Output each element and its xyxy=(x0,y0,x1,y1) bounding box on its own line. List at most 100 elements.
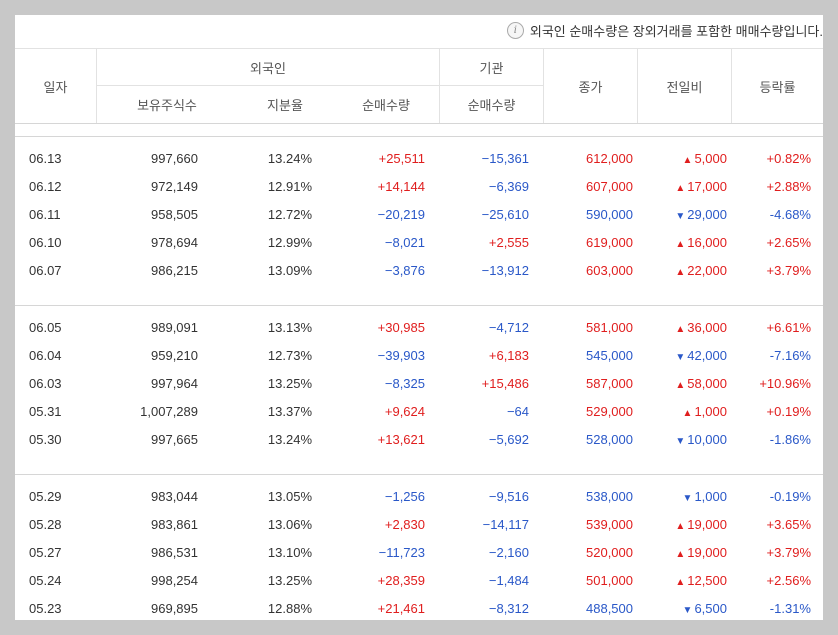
cell-foreign-net: +2,830 xyxy=(384,517,425,532)
cell-change: ▼ 1,000 xyxy=(645,483,727,511)
header-inst-net: 순매수량 xyxy=(467,98,516,113)
cell-close: 581,000 xyxy=(586,320,633,335)
cell-inst-net: −4,712 xyxy=(488,320,529,335)
cell-close: 520,000 xyxy=(586,545,633,560)
cell-foreign-net: −8,021 xyxy=(384,235,425,250)
cell-inst-net: −2,160 xyxy=(488,545,529,560)
cell-date: 05.31 xyxy=(29,404,62,419)
cell-ratio: 13.09% xyxy=(267,263,312,278)
header-rate: 등락률 xyxy=(759,79,796,95)
cell-change: ▲ 19,000 xyxy=(645,511,727,539)
cell-close: 590,000 xyxy=(586,207,633,222)
cell-inst-net: −14,117 xyxy=(482,517,529,532)
arrow-up-icon: ▲ xyxy=(675,549,686,560)
cell-holdings: 958,505 xyxy=(151,207,198,222)
cell-change: ▲ 19,000 xyxy=(645,539,727,567)
cell-rate: +3.65% xyxy=(766,517,811,532)
cell-holdings: 986,531 xyxy=(151,545,198,560)
arrow-down-icon: ▼ xyxy=(675,352,686,363)
cell-rate: -0.19% xyxy=(769,489,811,504)
cell-foreign-net: +9,624 xyxy=(384,404,425,419)
cell-date: 06.03 xyxy=(29,376,62,391)
change-value: 10,000 xyxy=(687,432,727,447)
cell-holdings: 998,254 xyxy=(151,573,198,588)
cell-foreign-net: +14,144 xyxy=(377,179,425,194)
cell-rate: +0.82% xyxy=(766,151,811,166)
cell-close: 539,000 xyxy=(586,517,633,532)
header-change: 전일비 xyxy=(666,79,703,95)
change-value: 1,000 xyxy=(694,489,727,504)
change-value: 17,000 xyxy=(687,179,727,194)
cell-change: ▲ 58,000 xyxy=(645,370,727,398)
cell-change: ▼ 42,000 xyxy=(645,342,727,370)
table-row: 06.04 959,210 12.73% −39,903 +6,183 545,000 ▼ 4… xyxy=(15,342,823,370)
cell-foreign-net: +30,985 xyxy=(377,320,425,335)
notice-text: 외국인 순매수량은 장외거래를 포함한 매매수량입니다. xyxy=(529,23,823,39)
arrow-up-icon: ▲ xyxy=(675,267,686,278)
cell-holdings: 1,007,289 xyxy=(140,404,198,419)
cell-inst-net: −9,516 xyxy=(488,489,529,504)
header-institution: 기관 xyxy=(479,60,504,76)
cell-change: ▲ 16,000 xyxy=(645,229,727,257)
cell-inst-net: −6,369 xyxy=(488,179,529,194)
cell-ratio: 13.06% xyxy=(267,517,312,532)
cell-holdings: 978,694 xyxy=(151,235,198,250)
table-row: 06.13 997,660 13.24% +25,511 −15,361 612,000 ▲… xyxy=(15,145,823,173)
table-row: 05.27 986,531 13.10% −11,723 −2,160 520,000 ▲ 1… xyxy=(15,539,823,567)
cell-ratio: 13.37% xyxy=(267,404,312,419)
cell-ratio: 12.72% xyxy=(267,207,312,222)
cell-date: 05.29 xyxy=(29,489,62,504)
cell-rate: -4.68% xyxy=(769,207,811,222)
change-value: 42,000 xyxy=(687,348,727,363)
cell-close: 538,000 xyxy=(586,489,633,504)
cell-change: ▼ 6,500 xyxy=(645,595,727,620)
table-row: 06.07 986,215 13.09% −3,876 −13,912 603,000 ▲ 2… xyxy=(15,257,823,285)
table-row: 06.10 978,694 12.99% −8,021 +2,555 619,000 ▲ 16… xyxy=(15,229,823,257)
change-value: 1,000 xyxy=(694,404,727,419)
cell-date: 06.11 xyxy=(29,207,61,222)
cell-foreign-net: −8,325 xyxy=(384,376,425,391)
cell-inst-net: −15,361 xyxy=(481,151,529,166)
cell-foreign-net: −1,256 xyxy=(384,489,425,504)
info-icon[interactable]: i xyxy=(506,21,524,39)
cell-inst-net: −25,610 xyxy=(481,207,529,222)
cell-change: ▼ 29,000 xyxy=(645,201,727,229)
table-row: 05.30 997,665 13.24% +13,621 −5,692 528,000 ▼ 1… xyxy=(15,426,823,454)
cell-rate: -1.31% xyxy=(769,601,811,616)
table-row: 05.23 969,895 12.88% +21,461 −8,312 488,500 ▼ 6… xyxy=(15,595,823,620)
cell-date: 06.12 xyxy=(29,179,62,194)
cell-date: 06.10 xyxy=(29,235,62,250)
cell-foreign-net: +13,621 xyxy=(377,432,425,447)
notice-bar: i 외국인 순매수량은 장외거래를 포함한 매매수량입니다. xyxy=(506,19,823,41)
cell-close: 619,000 xyxy=(586,235,633,250)
cell-inst-net: +15,486 xyxy=(481,376,529,391)
cell-holdings: 989,091 xyxy=(151,320,198,335)
arrow-up-icon: ▲ xyxy=(675,577,686,588)
cell-inst-net: −13,912 xyxy=(481,263,529,278)
arrow-down-icon: ▼ xyxy=(682,493,693,504)
cell-rate: +10.96% xyxy=(759,376,811,391)
cell-change: ▲ 22,000 xyxy=(645,257,727,285)
cell-close: 545,000 xyxy=(586,348,633,363)
cell-rate: +0.19% xyxy=(766,404,811,419)
arrow-up-icon: ▲ xyxy=(675,239,686,250)
arrow-up-icon: ▲ xyxy=(675,324,686,335)
cell-rate: -1.86% xyxy=(769,432,811,447)
cell-inst-net: −5,692 xyxy=(488,432,529,447)
cell-change: ▲ 12,500 xyxy=(645,567,727,595)
arrow-up-icon: ▲ xyxy=(675,380,686,391)
cell-holdings: 959,210 xyxy=(151,348,198,363)
cell-date: 05.28 xyxy=(29,517,62,532)
cell-rate: +2.88% xyxy=(766,179,811,194)
cell-ratio: 13.25% xyxy=(267,573,312,588)
cell-close: 587,000 xyxy=(586,376,633,391)
cell-ratio: 13.25% xyxy=(267,376,312,391)
cell-inst-net: −64 xyxy=(506,404,529,419)
table-row: 06.12 972,149 12.91% +14,144 −6,369 607,000 ▲ 1… xyxy=(15,173,823,201)
arrow-down-icon: ▼ xyxy=(682,605,693,616)
cell-rate: +3.79% xyxy=(766,263,811,278)
cell-rate: +6.61% xyxy=(766,320,811,335)
cell-holdings: 997,660 xyxy=(151,151,198,166)
arrow-down-icon: ▼ xyxy=(675,211,686,222)
cell-foreign-net: +25,511 xyxy=(378,151,425,166)
